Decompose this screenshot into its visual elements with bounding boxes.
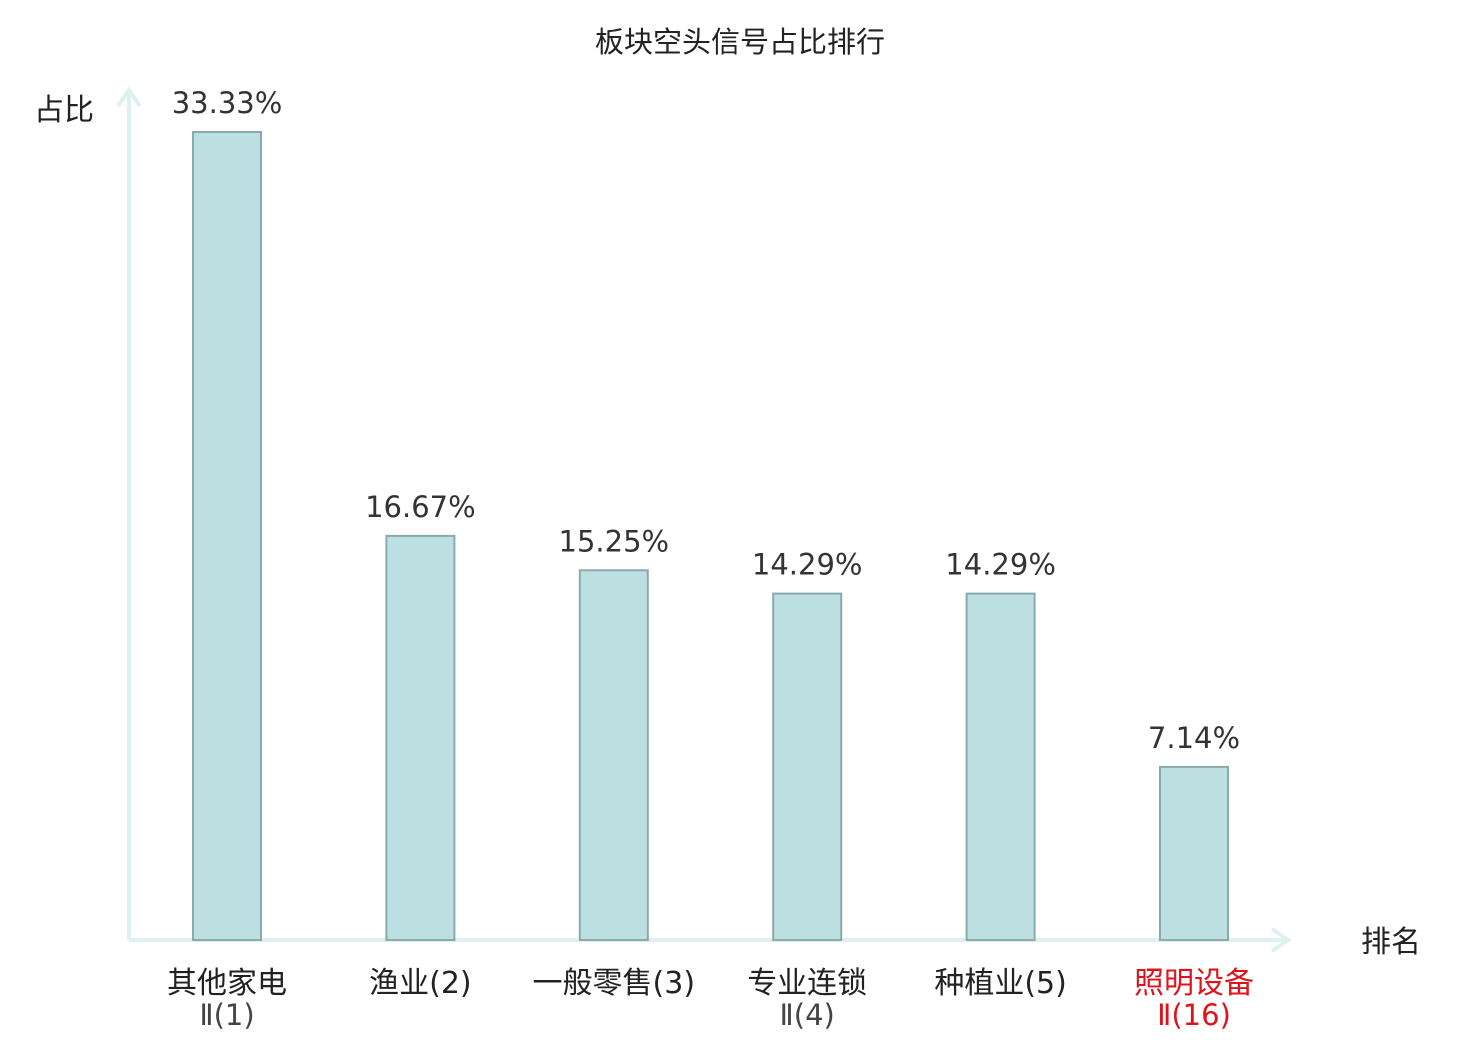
bar-value-label: 16.67% bbox=[365, 490, 476, 524]
value-labels-group: 33.33% 16.67% 15.25% 14.29% 14.29% 7.14% bbox=[172, 86, 1240, 755]
bar bbox=[1159, 765, 1229, 942]
x-tick-label: 渔业(2) bbox=[369, 966, 472, 1001]
bar bbox=[772, 592, 843, 941]
bar-value-label: 33.33% bbox=[172, 86, 283, 120]
chart-title: 板块空头信号占比排行 bbox=[595, 25, 885, 59]
bar bbox=[965, 592, 1036, 941]
bar-value-label: 15.25% bbox=[559, 524, 670, 558]
x-axis bbox=[129, 927, 1292, 953]
x-tick-label: 照明设备 bbox=[1134, 966, 1254, 1001]
x-tick-label: 专业连锁 bbox=[747, 966, 867, 1001]
x-tick-sublabel: Ⅱ(16) bbox=[1157, 998, 1231, 1032]
bar bbox=[192, 131, 262, 941]
bar-value-label: 14.29% bbox=[945, 548, 1056, 582]
bar-value-label: 7.14% bbox=[1148, 721, 1240, 755]
x-tick-label: 种植业(5) bbox=[934, 966, 1067, 1001]
x-tick-sublabel: Ⅱ(4) bbox=[780, 998, 835, 1032]
x-tick-sublabel: Ⅱ(1) bbox=[199, 998, 254, 1032]
y-axis bbox=[116, 86, 142, 940]
x-tick-label: 一般零售(3) bbox=[533, 966, 696, 1001]
bar-value-label: 14.29% bbox=[752, 548, 863, 582]
y-axis-label: 占比 bbox=[34, 93, 94, 128]
bar bbox=[385, 534, 456, 942]
x-axis-label: 排名 bbox=[1361, 925, 1421, 960]
bars-group bbox=[192, 131, 1229, 942]
bar bbox=[578, 569, 649, 941]
x-tick-label: 其他家电 bbox=[167, 966, 287, 1001]
